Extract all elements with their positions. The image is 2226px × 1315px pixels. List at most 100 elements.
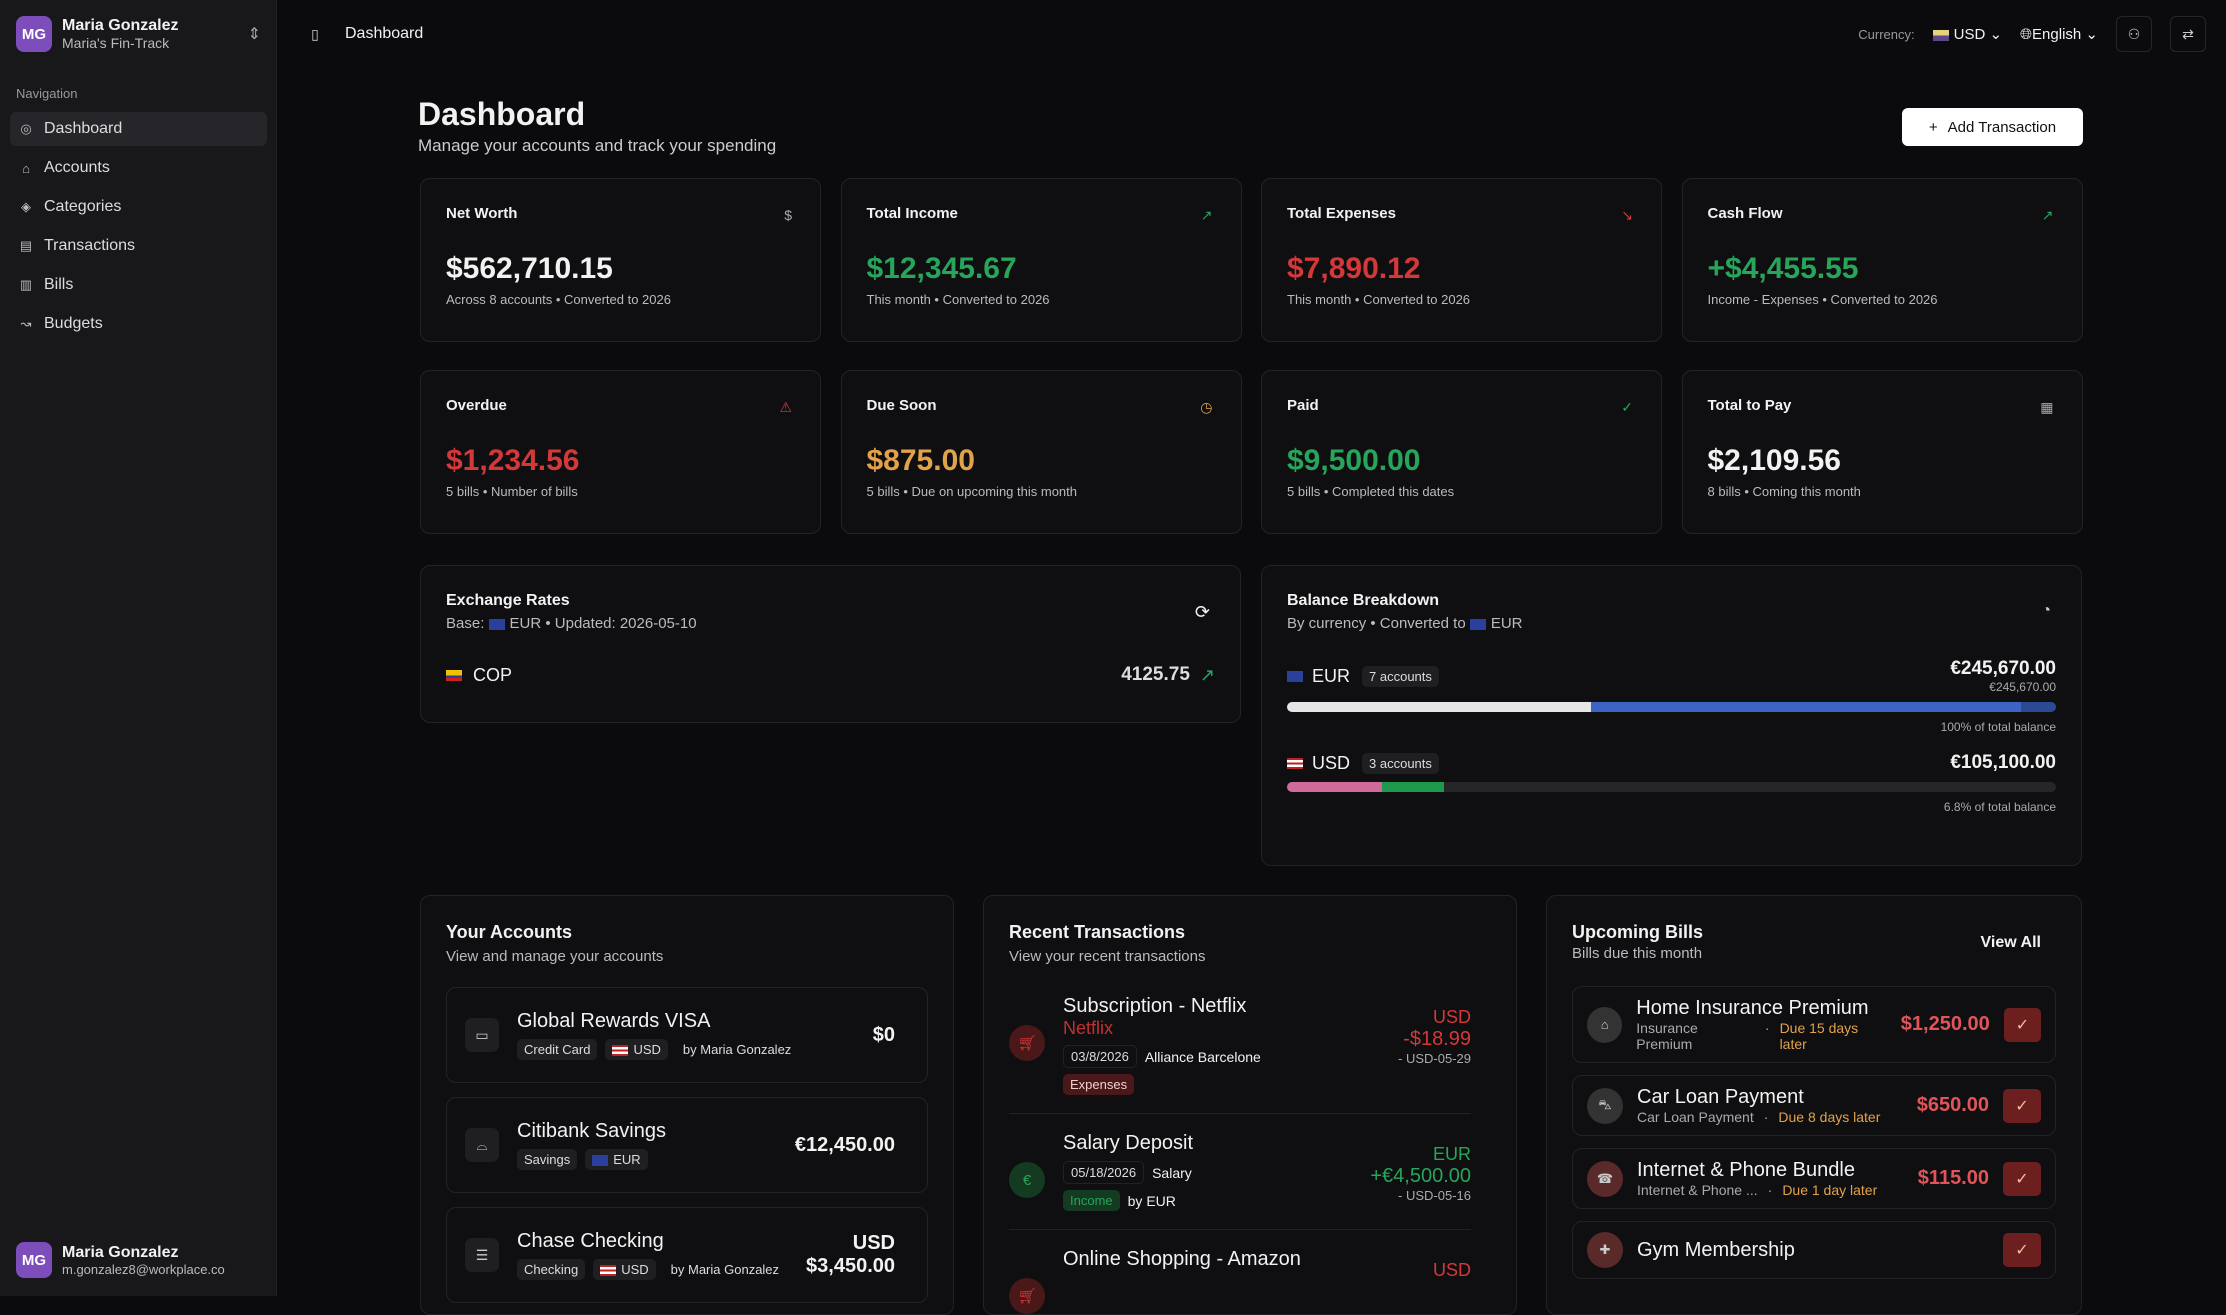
add-transaction-button[interactable]: + Add Transaction xyxy=(1902,108,2083,146)
stat-label: Net Worth xyxy=(446,205,518,222)
card-title: Upcoming Bills xyxy=(1572,922,1704,942)
bill-amount: $1,250.00 xyxy=(1900,1013,1990,1035)
flag-icon xyxy=(612,1045,629,1057)
transaction-item[interactable]: € Salary Deposit 05/18/2026 Salary Income by … xyxy=(1009,1114,1471,1230)
due-label: Due 1 day later xyxy=(1782,1182,1878,1198)
bill-name: Gym Membership xyxy=(1637,1238,1795,1261)
account-menu[interactable]: MG Maria Gonzalez m.gonzalez8@workplace.… xyxy=(16,1242,225,1278)
stat-label: Total to Pay xyxy=(1707,397,1792,414)
stat-subtext: This month • Converted to 2026 xyxy=(1287,292,1471,307)
transaction-note: - USD-05-16 xyxy=(1398,1188,1471,1203)
balance-bar-segment xyxy=(1287,782,1383,792)
flag-icon xyxy=(600,1265,617,1277)
bill-name: Internet & Phone Bundle xyxy=(1637,1159,1855,1181)
amount-currency: USD xyxy=(1432,1260,1471,1280)
account-item[interactable]: ☰ Chase Checking Checking USD by Maria Gonza… xyxy=(446,1207,928,1303)
sidebar-item-transactions[interactable]: ▤ Transactions xyxy=(10,229,267,263)
stat-card-total-to-pay: Total to Pay ▦ $2,109.56 8 bills • Coming t… xyxy=(1681,370,2083,534)
avatar: MG xyxy=(16,16,52,52)
trend-icon: ↝ xyxy=(20,316,32,331)
trend-up-icon: ↗ xyxy=(1200,207,1213,223)
bill-name: Home Insurance Premium xyxy=(1636,997,1869,1019)
transaction-description: Alliance Barcelone xyxy=(1144,1048,1261,1065)
mark-paid-button[interactable]: ✓ xyxy=(2003,1007,2041,1042)
account-item[interactable]: ▭ Global Rewards VISA Credit Card USD by Mar… xyxy=(446,987,928,1083)
stat-subtext: 8 bills • Coming this month xyxy=(1707,484,1861,499)
target-currency: EUR xyxy=(1490,615,1523,632)
bill-item[interactable]: ☎ Internet & Phone Bundle Internet & Phone… xyxy=(1572,1148,2056,1209)
base-label: Base: xyxy=(446,615,485,632)
category-badge: Income xyxy=(1063,1190,1120,1211)
logout-icon[interactable]: ⇄ xyxy=(2170,16,2206,52)
plus-icon: + xyxy=(1928,118,1938,136)
sidebar-nav: ◎ Dashboard ⌂ Accounts ◈ Categories ▤ Transacti… xyxy=(10,112,267,346)
sidebar-item-accounts[interactable]: ⌂ Accounts xyxy=(10,151,267,185)
pie-chart-icon[interactable]: ◔ xyxy=(2041,602,2051,619)
account-item[interactable]: ⌓ Citibank Savings Savings EUR €12,450.00 xyxy=(446,1097,928,1193)
users-icon[interactable]: ⚇ xyxy=(2116,16,2152,52)
trend-up-icon: ↗ xyxy=(2041,207,2054,223)
accounts-count-badge: 7 accounts xyxy=(1362,665,1439,687)
bill-name: Car Loan Payment xyxy=(1637,1086,1804,1108)
sidebar-item-categories[interactable]: ◈ Categories xyxy=(10,190,267,224)
transaction-item[interactable]: 🛒︎ Subscription - Netflix Netflix 03/8/2026… xyxy=(1009,977,1471,1114)
coin-icon: € xyxy=(1009,1162,1045,1198)
balance-bar-segment xyxy=(1590,702,2022,712)
flag-icon xyxy=(1287,757,1303,769)
receipt-icon: ▤ xyxy=(19,238,33,253)
stat-subtext: This month • Converted to 2026 xyxy=(866,292,1050,307)
sidebar-item-budgets[interactable]: ↝ Budgets xyxy=(10,307,267,341)
dollar-icon: $ xyxy=(784,207,792,223)
sidebar-item-label: Dashboard xyxy=(44,120,123,137)
trend-down-icon: ↘ xyxy=(1621,207,1633,223)
bill-item[interactable]: ✚ Gym Membership ✓ xyxy=(1572,1221,2056,1279)
alert-icon: ⚠ xyxy=(779,399,792,415)
currency-select[interactable]: USD ⌄ xyxy=(1932,25,2002,43)
stat-value: $562,710.15 xyxy=(446,252,613,285)
card-subtitle: View your recent transactions xyxy=(1009,948,1206,965)
sidebar-toggle-icon[interactable]: ▯ xyxy=(311,25,319,42)
bill-category: Internet & Phone ... xyxy=(1637,1182,1758,1198)
mark-paid-button[interactable]: ✓ xyxy=(2003,1088,2041,1123)
account-type-badge: Checking xyxy=(517,1259,586,1280)
stat-label: Total Income xyxy=(866,205,958,222)
transaction-amount: -$18.99 xyxy=(1403,1028,1471,1050)
stat-label: Cash Flow xyxy=(1707,205,1783,222)
mark-paid-button[interactable]: ✓ xyxy=(2003,1161,2041,1196)
gauge-icon: ◎ xyxy=(20,121,32,136)
stat-value: $12,345.67 xyxy=(866,252,1017,285)
workspace-name: Maria's Fin-Track xyxy=(62,35,170,51)
bill-item[interactable]: ⌂ Home Insurance Premium Insurance Premium… xyxy=(1572,986,2056,1063)
merchant: Netflix xyxy=(1063,1018,1114,1038)
language-select[interactable]: 🌐︎English ⌄ xyxy=(2020,26,2098,43)
currency-code: USD xyxy=(621,1262,649,1277)
transaction-title: Salary Deposit xyxy=(1063,1132,1194,1154)
stat-label: Total Expenses xyxy=(1287,205,1396,222)
recent-transactions-card: Recent Transactions View your recent tra… xyxy=(983,895,1517,1315)
bank-icon: ⌂ xyxy=(22,160,30,176)
stat-value: $875.00 xyxy=(866,444,975,477)
workspace-switcher[interactable]: MG Maria Gonzalez Maria's Fin-Track ⇕ xyxy=(16,16,261,52)
mark-paid-button[interactable]: ✓ xyxy=(2003,1233,2041,1267)
accounts-card: Your Accounts View and manage your accou… xyxy=(420,895,954,1315)
stat-card-net-worth: Net Worth $ $562,710.15 Across 8 accounts •… xyxy=(420,178,821,342)
trend-up-icon: ↗ xyxy=(1199,664,1215,685)
wifi-icon: ☎ xyxy=(1587,1160,1623,1197)
sidebar-item-bills[interactable]: ▥ Bills xyxy=(10,268,267,302)
currency-label: Currency: xyxy=(1858,26,1915,42)
bill-amount: $115.00 xyxy=(1917,1167,1989,1189)
currency-badge: USD xyxy=(593,1259,656,1280)
transaction-item[interactable]: 🛒︎ Online Shopping - Amazon USD xyxy=(1009,1230,1471,1314)
stat-subtext: 5 bills • Due on upcoming this month xyxy=(866,484,1078,499)
view-all-link[interactable]: View All xyxy=(1980,934,2041,951)
chevrons-icon[interactable]: ⇕ xyxy=(247,26,261,43)
bill-category: Car Loan Payment xyxy=(1637,1109,1754,1125)
sidebar-item-dashboard[interactable]: ◎ Dashboard xyxy=(10,112,267,146)
bill-amount: $650.00 xyxy=(1916,1094,1989,1116)
nav-label: Navigation xyxy=(16,86,78,101)
bill-item[interactable]: ⛍ Car Loan Payment Car Loan Payment · Due 8 … xyxy=(1572,1075,2056,1136)
refresh-icon[interactable]: ⟳ xyxy=(1194,602,1210,622)
amount-currency: USD xyxy=(1432,1007,1471,1027)
dumbbell-icon: ✚ xyxy=(1587,1232,1623,1268)
transaction-title: Online Shopping - Amazon xyxy=(1063,1248,1301,1270)
